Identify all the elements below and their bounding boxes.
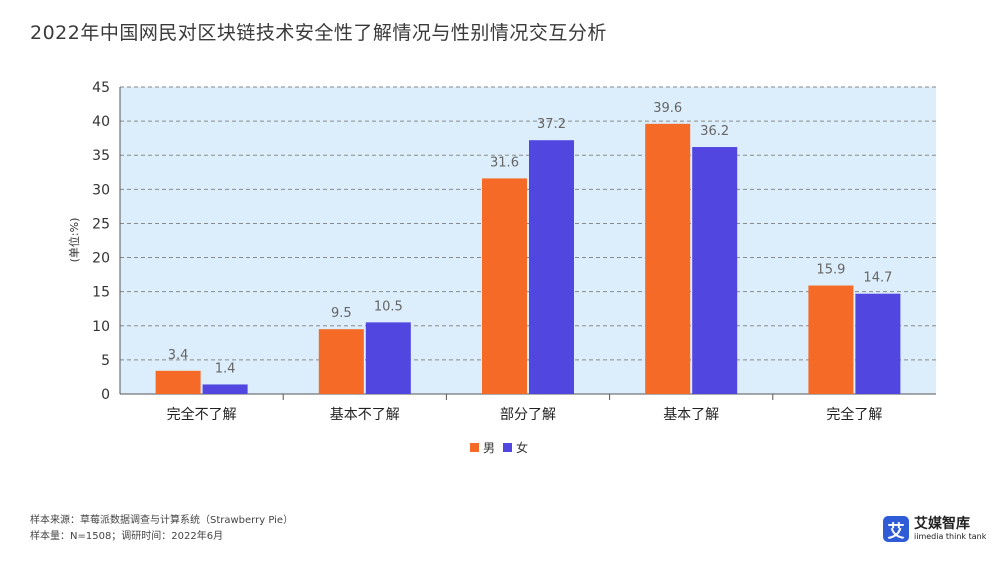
x-tick-label: 基本不了解 — [330, 406, 400, 423]
y-tick-label: 35 — [92, 148, 110, 164]
data-label: 36.2 — [700, 124, 729, 139]
y-tick-label: 20 — [92, 251, 110, 267]
bar-female — [855, 293, 901, 394]
bar-male — [645, 123, 691, 394]
legend-swatch-female — [503, 443, 513, 452]
legend-item-female: 女 — [503, 439, 528, 456]
bar-female — [692, 147, 738, 394]
data-label: 14.7 — [863, 271, 892, 286]
data-label: 1.4 — [215, 361, 236, 376]
chart-title: 2022年中国网民对区块链技术安全性了解情况与性别情况交互分析 — [30, 22, 607, 44]
footer-notes: 样本来源：草莓派数据调查与计算系统（Strawberry Pie） 样本量：N=… — [30, 513, 293, 545]
y-tick-label: 45 — [92, 80, 110, 96]
x-tick-label: 完全不了解 — [167, 406, 237, 423]
data-label: 10.5 — [374, 299, 403, 314]
bar-male — [482, 178, 527, 394]
sample-note: 样本量：N=1508；调研时间：2022年6月 — [30, 531, 224, 542]
legend-label-male: 男 — [483, 441, 496, 455]
source-note: 样本来源：草莓派数据调查与计算系统（Strawberry Pie） — [30, 515, 294, 526]
brand-name: 艾媒智库 — [914, 516, 970, 532]
y-tick-label: 25 — [92, 216, 110, 232]
data-label: 39.6 — [653, 101, 682, 116]
y-tick-label: 40 — [92, 114, 110, 130]
legend-label-female: 女 — [516, 441, 529, 455]
y-tick-label: 10 — [92, 319, 110, 335]
x-tick-label: 部分了解 — [500, 407, 556, 423]
data-label: 31.6 — [490, 155, 519, 170]
data-label: 9.5 — [331, 306, 352, 321]
y-tick-label: 5 — [101, 353, 110, 369]
bar-female — [529, 140, 574, 394]
brand-logo-icon: 艾 — [883, 516, 909, 542]
legend: 男 女 — [470, 439, 536, 456]
brand-subtitle: iimedia think tank — [914, 532, 987, 541]
x-tick-label: 基本了解 — [663, 406, 719, 423]
legend-item-male: 男 — [470, 439, 495, 456]
data-label: 37.2 — [537, 117, 566, 132]
data-label: 3.4 — [168, 348, 189, 363]
plot-area — [120, 87, 936, 394]
bar-male — [808, 285, 854, 394]
y-tick-label: 0 — [101, 387, 110, 403]
legend-swatch-male — [470, 443, 479, 452]
bar-male — [318, 329, 364, 394]
y-tick-label: 15 — [92, 285, 110, 301]
x-tick-label: 完全了解 — [826, 406, 882, 423]
data-label: 15.9 — [816, 263, 845, 278]
y-axis-label: (单位:%) — [67, 218, 81, 263]
bar-female — [202, 384, 248, 394]
bar-male — [155, 370, 201, 394]
brand-logo: 艾 艾媒智库 iimedia think tank — [883, 516, 986, 542]
bar-female — [365, 322, 411, 394]
y-tick-label: 30 — [92, 182, 110, 198]
